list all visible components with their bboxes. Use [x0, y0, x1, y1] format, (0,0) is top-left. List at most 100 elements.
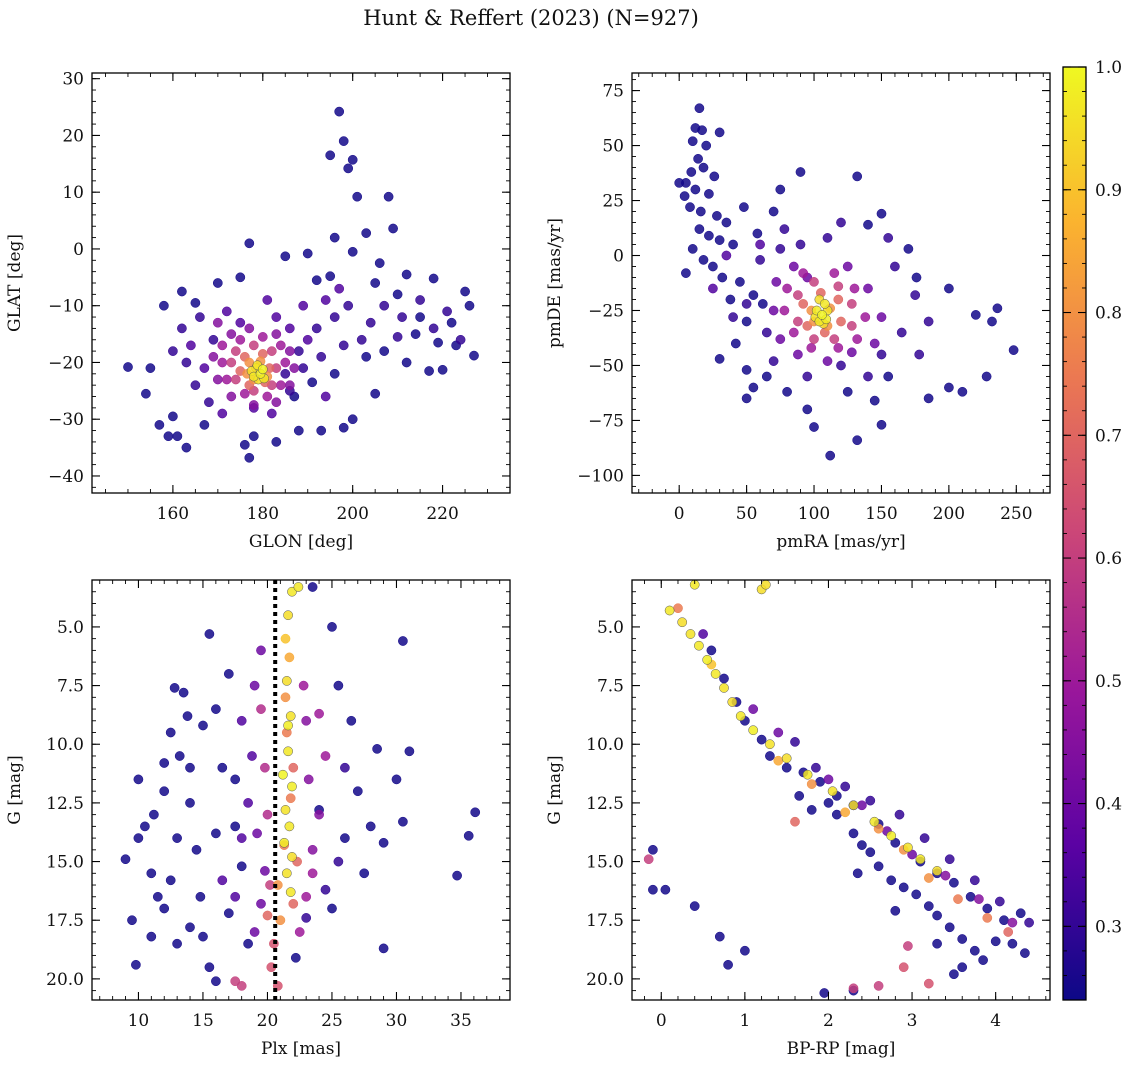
data-point: [307, 868, 318, 879]
data-point: [298, 363, 309, 373]
data-point: [340, 762, 350, 773]
data-point: [284, 652, 295, 663]
data-point: [190, 298, 201, 308]
data-point: [773, 727, 784, 738]
data-point: [159, 786, 170, 797]
data-point: [221, 374, 232, 385]
y-tick-label: 7.5: [597, 677, 624, 697]
y-tick-label: 17.5: [586, 911, 624, 931]
data-point: [957, 386, 968, 397]
data-point: [883, 371, 894, 382]
data-point: [195, 312, 205, 322]
data-point: [883, 233, 894, 243]
y-tick-label: −40: [48, 467, 84, 487]
data-point: [169, 683, 180, 693]
data-point: [741, 393, 752, 404]
data-point: [226, 329, 237, 339]
y-tick-label: 75: [602, 82, 624, 102]
panel-pmra-pmde: 0 50 100 150 200 250 −100 −75 −50 −25 0 25 50 75 pmRA …: [545, 72, 1051, 552]
data-point: [802, 769, 813, 780]
x-tick-label: 200: [336, 504, 368, 524]
x-tick-label: 15: [192, 1011, 214, 1031]
data-point: [365, 317, 376, 328]
data-point: [212, 374, 223, 385]
data-point: [873, 861, 884, 872]
data-point: [140, 821, 150, 832]
y-tick-label: −30: [48, 410, 84, 430]
data-point: [329, 312, 340, 322]
data-point: [212, 278, 223, 288]
data-point: [848, 983, 859, 994]
data-point: [178, 687, 189, 698]
data-point: [256, 645, 266, 656]
x-tick-label: 50: [736, 504, 758, 524]
data-point: [898, 882, 909, 893]
data-point: [681, 268, 691, 278]
data-point: [756, 734, 767, 745]
data-point: [271, 329, 282, 339]
data-point: [469, 350, 479, 361]
y-tick-label: −50: [588, 356, 624, 376]
data-point: [280, 692, 291, 703]
data-point: [863, 219, 873, 230]
data-point: [186, 340, 196, 351]
data-point: [768, 356, 779, 366]
data-point: [177, 323, 187, 334]
data-point: [311, 275, 322, 286]
y-tick-label: 0: [73, 240, 84, 260]
data-point: [239, 388, 250, 399]
data-point: [760, 580, 771, 590]
data-point: [869, 816, 880, 827]
data-point: [860, 312, 871, 322]
data-point: [365, 821, 376, 832]
data-point: [721, 250, 732, 261]
y-axis-label: G [mag]: [545, 755, 565, 824]
data-point: [356, 334, 367, 345]
data-point: [793, 290, 803, 300]
data-point: [217, 762, 228, 773]
data-point: [809, 277, 819, 287]
data-point: [957, 962, 968, 973]
data-point: [741, 365, 752, 375]
x-tick-label: 100: [798, 504, 830, 524]
data-point: [392, 332, 403, 342]
data-point: [316, 425, 327, 436]
data-point: [343, 163, 354, 174]
x-tick-label: 25: [321, 1011, 343, 1031]
data-point: [728, 239, 738, 250]
data-point: [314, 708, 324, 719]
data-point: [190, 380, 201, 391]
data-point: [398, 816, 408, 827]
data-point: [869, 395, 880, 406]
data-point: [695, 206, 706, 217]
data-point: [195, 891, 206, 902]
data-point: [290, 952, 301, 963]
colorbar-tick-label: 0.7: [1095, 426, 1122, 446]
data-point: [159, 903, 170, 914]
data-point: [735, 711, 746, 721]
data-point: [248, 340, 259, 351]
y-axis-label: G [mag]: [5, 755, 25, 824]
data-point: [152, 891, 163, 902]
data-point: [721, 217, 732, 228]
data-point: [823, 774, 834, 785]
data-point: [244, 238, 255, 249]
data-point: [325, 271, 336, 282]
data-point: [865, 795, 876, 806]
data-point: [831, 809, 842, 820]
data-point: [333, 856, 344, 867]
data-point: [285, 793, 296, 804]
data-point: [146, 931, 157, 942]
data-point: [302, 248, 313, 259]
data-point: [236, 715, 247, 726]
x-tick-label: 220: [426, 504, 458, 524]
data-point: [932, 938, 942, 949]
data-point: [719, 673, 729, 684]
data-point: [876, 349, 887, 360]
data-point: [278, 769, 288, 780]
data-point: [123, 362, 133, 372]
data-point: [338, 422, 349, 433]
data-point: [378, 943, 389, 954]
data-point: [701, 140, 712, 151]
data-point: [687, 244, 698, 254]
